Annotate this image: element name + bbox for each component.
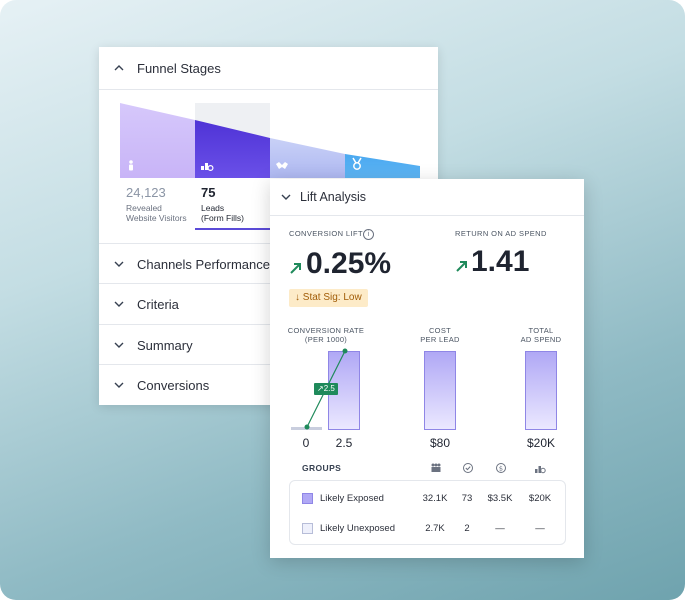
funnel-chart [99, 90, 438, 190]
lift-analysis-header[interactable]: Lift Analysis [270, 179, 584, 216]
lift-analysis-card: Lift Analysis CONVERSION LIFT i RETURN O… [270, 179, 584, 558]
conversion-rate-header: CONVERSION RATE (PER 1000) [282, 326, 370, 344]
group-cell: $3.5K [487, 493, 513, 504]
accordion-label: Summary [137, 337, 193, 353]
groups-title: GROUPS [302, 463, 342, 473]
people-icon [431, 463, 441, 472]
group-cell: 32.1K [422, 493, 448, 504]
group-cell: — [535, 523, 545, 534]
accordion-criteria[interactable]: Criteria [99, 283, 438, 324]
funnel-stage-4-shape[interactable] [345, 154, 420, 178]
group-row-likely-exposed[interactable]: Likely Exposed 32.1K 73 $3.5K $20K [290, 483, 565, 513]
group-name: Likely Unexposed [320, 523, 395, 534]
funnel-stage-2-shape[interactable] [195, 120, 270, 178]
delta-value: 2.5 [323, 384, 335, 393]
cost-per-lead-header: COST PER LEAD [410, 326, 470, 344]
stat-sig-badge: ↓ Stat Sig: Low [289, 289, 368, 307]
accordion-label: Conversions [137, 377, 210, 393]
funnel-stage-1-shape[interactable] [120, 103, 195, 178]
leads-icon [201, 163, 214, 172]
roas-label: RETURN ON AD SPEND [455, 229, 547, 238]
stage-1-label-line1: Revealed [126, 203, 162, 213]
total-ad-spend-value: $20K [526, 436, 556, 450]
lift-analysis-title: Lift Analysis [300, 190, 367, 204]
header-line: AD SPEND [520, 335, 562, 344]
delta-badge: ↗2.5 [314, 383, 338, 395]
funnel-stage-3-shape[interactable] [270, 138, 345, 178]
group-cell: $20K [528, 493, 552, 504]
chevron-down-icon [114, 382, 124, 388]
likely-unexposed-swatch [302, 523, 313, 534]
cost-per-lead-value: $80 [429, 436, 451, 450]
total-ad-spend-bar [525, 351, 557, 430]
accordion-label: Channels Performance [137, 256, 270, 272]
accordion-channels-performance[interactable]: Channels Performance [99, 243, 438, 284]
funnel-stages-title: Funnel Stages [137, 60, 221, 76]
accordion-label: Criteria [137, 296, 179, 312]
active-stage-underline [195, 228, 270, 230]
check-circle-icon [463, 463, 473, 473]
funnel-shapes [120, 103, 420, 178]
total-ad-spend-header: TOTAL AD SPEND [511, 326, 571, 344]
chevron-down-icon [281, 194, 291, 200]
group-cell: 2.7K [425, 523, 445, 534]
group-row-likely-unexposed[interactable]: Likely Unexposed 2.7K 2 — — [290, 513, 565, 543]
exposed-rate-value: 2.5 [335, 436, 353, 450]
person-icon [129, 160, 133, 171]
roas-value: 1.41 [471, 245, 530, 278]
header-line: (PER 1000) [304, 335, 348, 344]
trend-up-arrow-icon [290, 263, 301, 274]
funnel-stages-header[interactable]: Funnel Stages [99, 47, 438, 90]
header-line: PER LEAD [420, 335, 460, 344]
info-icon[interactable]: i [363, 229, 374, 240]
header-line: TOTAL [528, 326, 554, 335]
medal-icon [352, 157, 362, 170]
group-cell: — [495, 523, 505, 534]
group-cell: 2 [464, 523, 470, 534]
stage-2-label-line1: Leads [201, 203, 225, 213]
conversion-lift-value: 0.25% [306, 247, 392, 280]
accordion-conversions[interactable]: Conversions [99, 364, 438, 405]
chevron-down-icon [114, 261, 124, 267]
unexposed-rate-value: 0 [302, 436, 310, 450]
cost-per-lead-bar [424, 351, 456, 430]
stage-1-label-line2: Website Visitors [126, 213, 187, 223]
chevron-up-icon [114, 65, 124, 71]
group-name: Likely Exposed [320, 493, 384, 504]
header-line: CONVERSION RATE [287, 326, 365, 335]
trend-up-arrow-icon [456, 261, 467, 272]
stage-2-label-line2: (Form Fills) [201, 213, 244, 223]
groups-table: Likely Exposed 32.1K 73 $3.5K $20K Likel… [289, 480, 566, 545]
accordion-summary[interactable]: Summary [99, 324, 438, 365]
up-arrow-icon: ↗ [317, 384, 324, 393]
stage-2-value: 75 [201, 185, 216, 200]
svg-text:$: $ [499, 464, 503, 472]
handshake-icon [276, 162, 288, 169]
chevron-down-icon [114, 301, 124, 307]
likely-exposed-swatch [302, 493, 313, 504]
header-line: COST [428, 326, 452, 335]
dollar-icon: $ [496, 463, 506, 473]
leads-icon [535, 466, 546, 474]
group-cell: 73 [461, 493, 473, 504]
chevron-down-icon [114, 342, 124, 348]
stage-1-value: 24,123 [126, 185, 166, 200]
conversion-lift-label: CONVERSION LIFT [289, 229, 363, 238]
